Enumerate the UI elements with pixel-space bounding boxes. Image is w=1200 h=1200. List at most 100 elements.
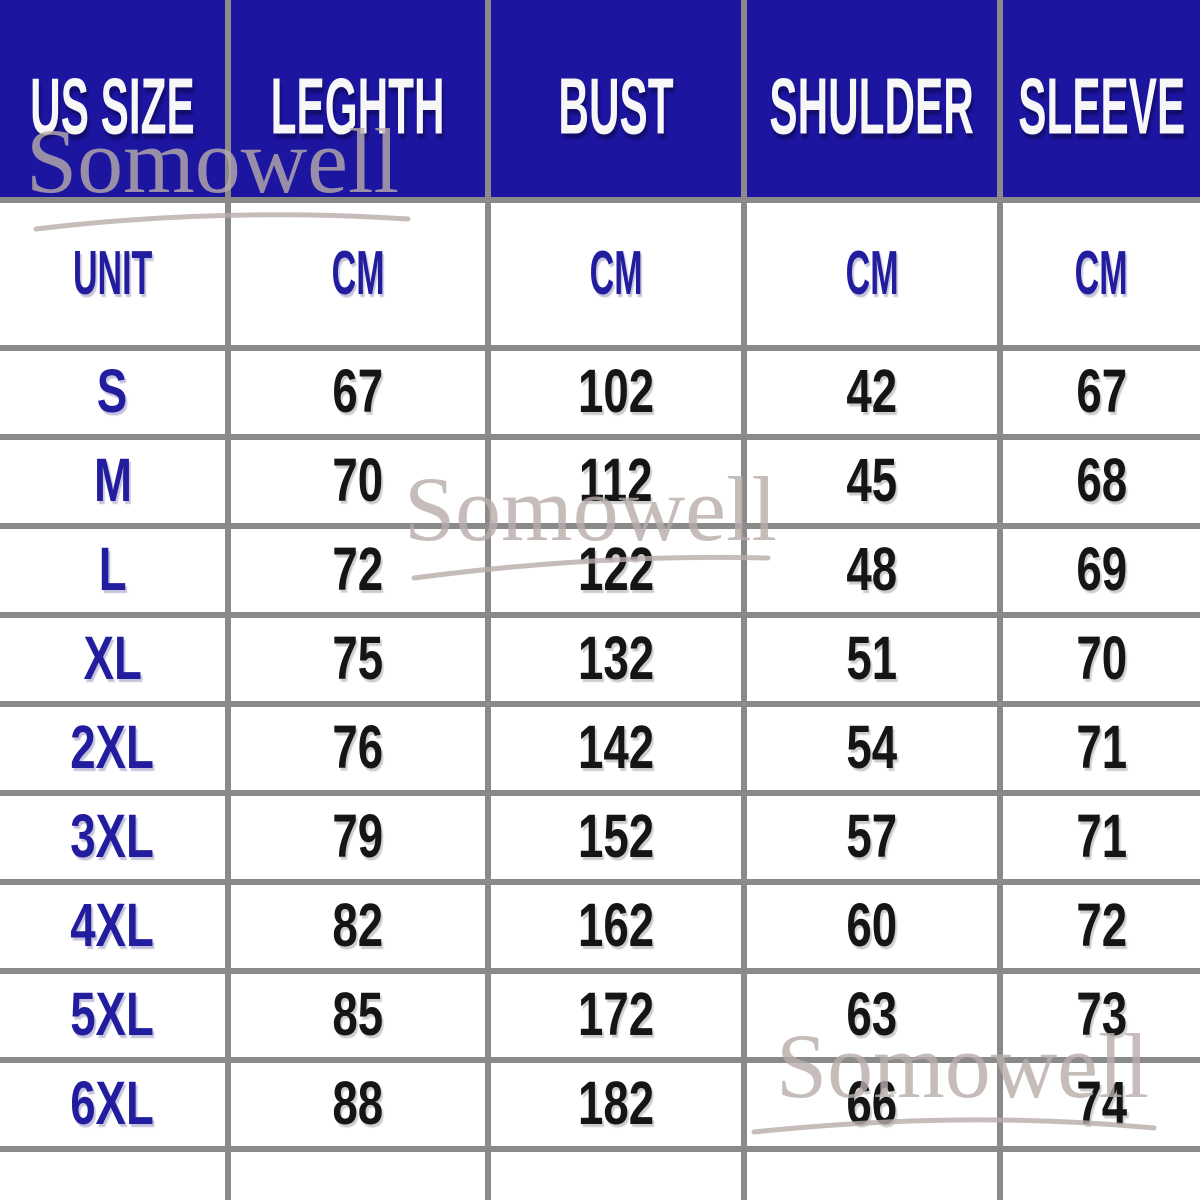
size-label: S	[97, 357, 128, 426]
bust-value-cell: 102	[491, 351, 741, 434]
unit-value: CM	[1075, 239, 1128, 309]
bust-value: 112	[579, 446, 653, 515]
sleeve-value: 67	[1076, 357, 1127, 426]
bust-value: 182	[577, 1069, 655, 1138]
sleeve-value: 72	[1076, 891, 1127, 960]
bust-value: 172	[577, 980, 655, 1049]
shoulder-value-cell: 45	[747, 440, 997, 523]
bust-value: 122	[577, 535, 655, 604]
length-value-cell: 82	[231, 885, 485, 968]
bust-value: 102	[577, 357, 655, 426]
bust-value-cell: 172	[491, 974, 741, 1057]
header-label: SLEEVE	[1018, 60, 1185, 151]
shoulder-value: 42	[846, 357, 898, 426]
header-label: LEGHTH	[271, 60, 445, 151]
bust-value-cell: 142	[491, 707, 741, 790]
empty-cell	[747, 1152, 997, 1200]
shoulder-value-cell: 63	[747, 974, 997, 1057]
length-value: 82	[332, 891, 384, 960]
size-label: 4XL	[70, 891, 155, 960]
empty-cell	[491, 1152, 741, 1200]
sleeve-value: 68	[1076, 446, 1127, 515]
size-label-cell: 4XL	[0, 885, 225, 968]
header-label: US SIZE	[30, 60, 195, 151]
length-value: 75	[332, 624, 384, 693]
sleeve-value-cell: 74	[1003, 1063, 1200, 1146]
length-value-cell: 75	[231, 618, 485, 701]
size-label-cell: 2XL	[0, 707, 225, 790]
length-value-cell: 76	[231, 707, 485, 790]
unit-value: CM	[845, 239, 899, 309]
shoulder-value-cell: 57	[747, 796, 997, 879]
size-label-cell: XL	[0, 618, 225, 701]
size-label-cell: M	[0, 440, 225, 523]
sleeve-value-cell: 69	[1003, 529, 1200, 612]
bust-value: 152	[577, 802, 655, 871]
bust-value-cell: 182	[491, 1063, 741, 1146]
bust-value: 162	[577, 891, 655, 960]
shoulder-value: 48	[846, 535, 898, 604]
unit-cm-cell-bust: CM	[491, 203, 741, 345]
shoulder-value-cell: 42	[747, 351, 997, 434]
sleeve-value-cell: 70	[1003, 618, 1200, 701]
size-label-cell: 5XL	[0, 974, 225, 1057]
unit-value: CM	[331, 239, 385, 309]
size-label: 6XL	[70, 1069, 155, 1138]
header-label: SHULDER	[769, 60, 975, 151]
size-label-cell: L	[0, 529, 225, 612]
size-label: 5XL	[70, 980, 155, 1049]
length-value-cell: 88	[231, 1063, 485, 1146]
shoulder-value: 63	[846, 980, 898, 1049]
shoulder-value-cell: 51	[747, 618, 997, 701]
sleeve-value: 73	[1076, 980, 1127, 1049]
sleeve-value: 70	[1076, 624, 1127, 693]
length-value: 70	[332, 446, 384, 515]
empty-cell	[1003, 1152, 1200, 1200]
unit-cm-cell-sleeve: CM	[1003, 203, 1200, 345]
shoulder-value-cell: 48	[747, 529, 997, 612]
sleeve-value-cell: 72	[1003, 885, 1200, 968]
header-cell-sleeve: SLEEVE	[1003, 0, 1200, 197]
length-value-cell: 79	[231, 796, 485, 879]
size-label-cell: 6XL	[0, 1063, 225, 1146]
shoulder-value: 66	[846, 1069, 898, 1138]
sleeve-value: 71	[1076, 713, 1127, 782]
shoulder-value: 60	[846, 891, 898, 960]
unit-label: UNIT	[72, 239, 153, 309]
sleeve-value-cell: 68	[1003, 440, 1200, 523]
length-value: 76	[332, 713, 384, 782]
size-label: 2XL	[70, 713, 155, 782]
shoulder-value: 45	[846, 446, 898, 515]
bust-value: 142	[577, 713, 655, 782]
header-label: BUST	[558, 60, 674, 151]
length-value: 88	[332, 1069, 384, 1138]
sleeve-value-cell: 71	[1003, 707, 1200, 790]
length-value-cell: 70	[231, 440, 485, 523]
sleeve-value: 71	[1076, 802, 1127, 871]
length-value-cell: 85	[231, 974, 485, 1057]
sleeve-value: 74	[1076, 1069, 1127, 1138]
shoulder-value: 54	[846, 713, 898, 782]
header-cell-shoulder: SHULDER	[747, 0, 997, 197]
length-value: 85	[332, 980, 384, 1049]
shoulder-value: 57	[846, 802, 898, 871]
header-cell-length: LEGHTH	[231, 0, 485, 197]
unit-label-cell: UNIT	[0, 203, 225, 345]
length-value-cell: 72	[231, 529, 485, 612]
bust-value-cell: 162	[491, 885, 741, 968]
size-label: L	[98, 535, 127, 604]
length-value: 67	[332, 357, 384, 426]
header-cell-us-size: US SIZE	[0, 0, 225, 197]
size-label: 3XL	[70, 802, 155, 871]
empty-cell	[0, 1152, 225, 1200]
length-value-cell: 67	[231, 351, 485, 434]
size-label: XL	[83, 624, 142, 693]
sleeve-value: 69	[1076, 535, 1127, 604]
header-cell-bust: BUST	[491, 0, 741, 197]
bust-value-cell: 152	[491, 796, 741, 879]
sleeve-value-cell: 73	[1003, 974, 1200, 1057]
sleeve-value-cell: 71	[1003, 796, 1200, 879]
bust-value-cell: 112	[491, 440, 741, 523]
